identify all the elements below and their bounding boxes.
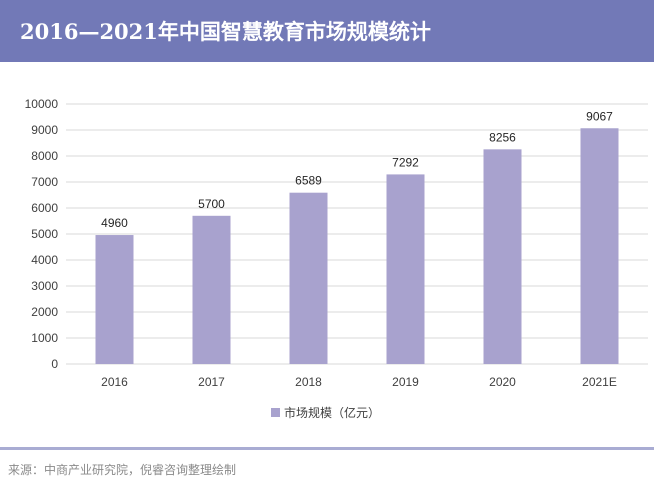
x-tick-label: 2020 [489,375,516,389]
chart-area: 0 1000 2000 3000 4000 5000 6000 7000 8000 9000 100… [0,62,654,442]
bar-2016 [95,235,134,364]
data-label: 8256 [489,130,516,144]
bar-2021E [580,128,619,364]
x-tick-label: 2018 [295,375,322,389]
bar-2020 [483,149,522,364]
data-label: 9067 [586,109,613,123]
data-labels: 4960 5700 6589 7292 8256 9067 [101,109,613,230]
chart-title: 2016—2021年中国智慧教育市场规模统计 [20,19,431,44]
legend-swatch [271,408,280,417]
x-tick-label: 2016 [101,375,128,389]
data-label: 6589 [295,174,322,188]
y-tick-label: 8000 [31,149,58,163]
y-tick-label: 0 [51,357,58,371]
legend-label: 市场规模（亿元） [284,405,380,420]
bar-2019 [386,174,425,364]
title-banner: 2016—2021年中国智慧教育市场规模统计 [0,0,654,62]
y-tick-label: 1000 [31,331,58,345]
data-label: 7292 [392,155,419,169]
y-axis-tick-labels: 0 1000 2000 3000 4000 5000 6000 7000 8000 9000 100… [25,97,59,371]
bar-chart: 0 1000 2000 3000 4000 5000 6000 7000 8000 9000 100… [25,97,648,420]
gridlines [66,103,648,365]
x-tick-label: 2017 [198,375,225,389]
bars [95,128,619,364]
data-label: 5700 [198,197,225,211]
x-tick-label: 2021E [582,375,617,389]
footer-divider [0,447,654,450]
y-tick-label: 9000 [31,123,58,137]
y-tick-label: 10000 [25,97,59,111]
data-label: 4960 [101,216,128,230]
y-tick-label: 2000 [31,305,58,319]
source-note: 来源：中商产业研究院，倪睿咨询整理绘制 [8,463,237,477]
y-tick-label: 3000 [31,279,58,293]
legend: 市场规模（亿元） [271,405,380,420]
bar-2017 [192,215,231,364]
y-tick-label: 7000 [31,175,58,189]
y-tick-label: 5000 [31,227,58,241]
bar-2018 [289,192,328,364]
y-tick-label: 4000 [31,253,58,267]
x-axis-tick-labels: 2016 2017 2018 2019 2020 2021E [101,375,617,389]
y-tick-label: 6000 [31,201,58,215]
x-tick-label: 2019 [392,375,419,389]
